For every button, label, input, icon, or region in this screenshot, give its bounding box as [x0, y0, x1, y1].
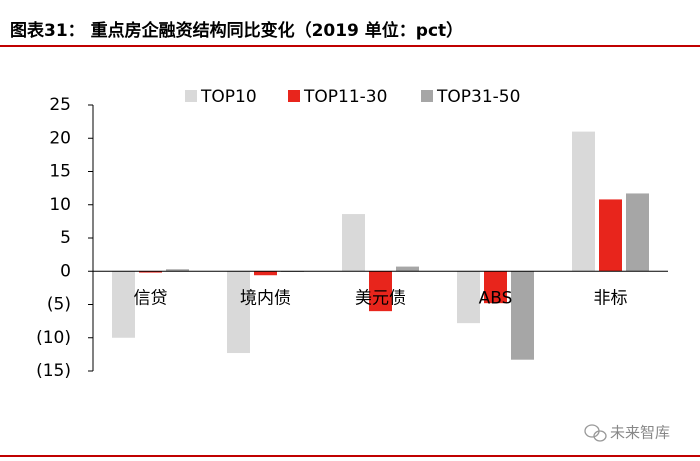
bar — [369, 271, 392, 312]
bar — [227, 271, 250, 354]
bar — [166, 269, 189, 272]
legend-label: TOP31-50 — [436, 87, 520, 107]
bar — [112, 271, 135, 338]
legend-swatch — [288, 90, 300, 102]
legend-swatch — [185, 90, 197, 102]
bar — [396, 266, 419, 272]
legend-label: TOP11-30 — [303, 87, 387, 107]
bar — [484, 271, 507, 304]
x-tick-label: 境内债 — [240, 288, 291, 308]
bar — [511, 271, 534, 360]
bar — [457, 271, 480, 324]
y-tick-label: 25 — [49, 95, 71, 115]
bar — [626, 193, 649, 272]
y-tick-label: (15) — [36, 361, 71, 381]
bar — [254, 271, 277, 276]
watermark-icon — [584, 424, 607, 442]
chart-title: 图表31： 重点房企融资结构同比变化（2019 单位：pct） — [10, 20, 463, 41]
y-tick-label: (5) — [47, 295, 71, 315]
y-tick-label: 10 — [49, 195, 71, 215]
y-tick-label: 20 — [49, 128, 71, 148]
watermark: 未来智库 — [610, 424, 670, 442]
bar — [139, 271, 162, 273]
bar — [572, 131, 595, 272]
x-tick-label: 美元债 — [355, 288, 406, 308]
y-tick-label: 5 — [60, 228, 71, 248]
x-tick-label: 信贷 — [134, 288, 168, 308]
y-tick-label: (10) — [36, 328, 71, 348]
bar — [599, 199, 622, 272]
bar — [342, 214, 365, 272]
legend-swatch — [421, 90, 433, 102]
legend-label: TOP10 — [200, 87, 257, 107]
y-tick-label: 0 — [60, 261, 71, 281]
y-tick-label: 15 — [49, 162, 71, 182]
x-tick-label: ABS — [479, 288, 513, 308]
x-tick-label: 非标 — [594, 288, 628, 308]
